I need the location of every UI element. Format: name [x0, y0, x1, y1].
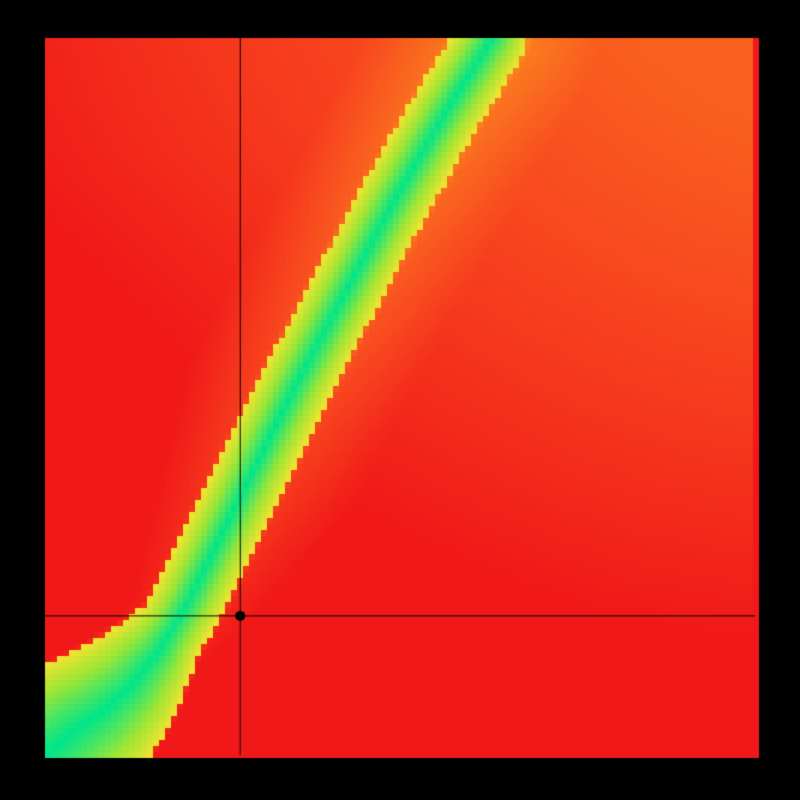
heatmap-canvas: [0, 0, 800, 800]
chart-container: TheBottleneck.com: [0, 0, 800, 800]
